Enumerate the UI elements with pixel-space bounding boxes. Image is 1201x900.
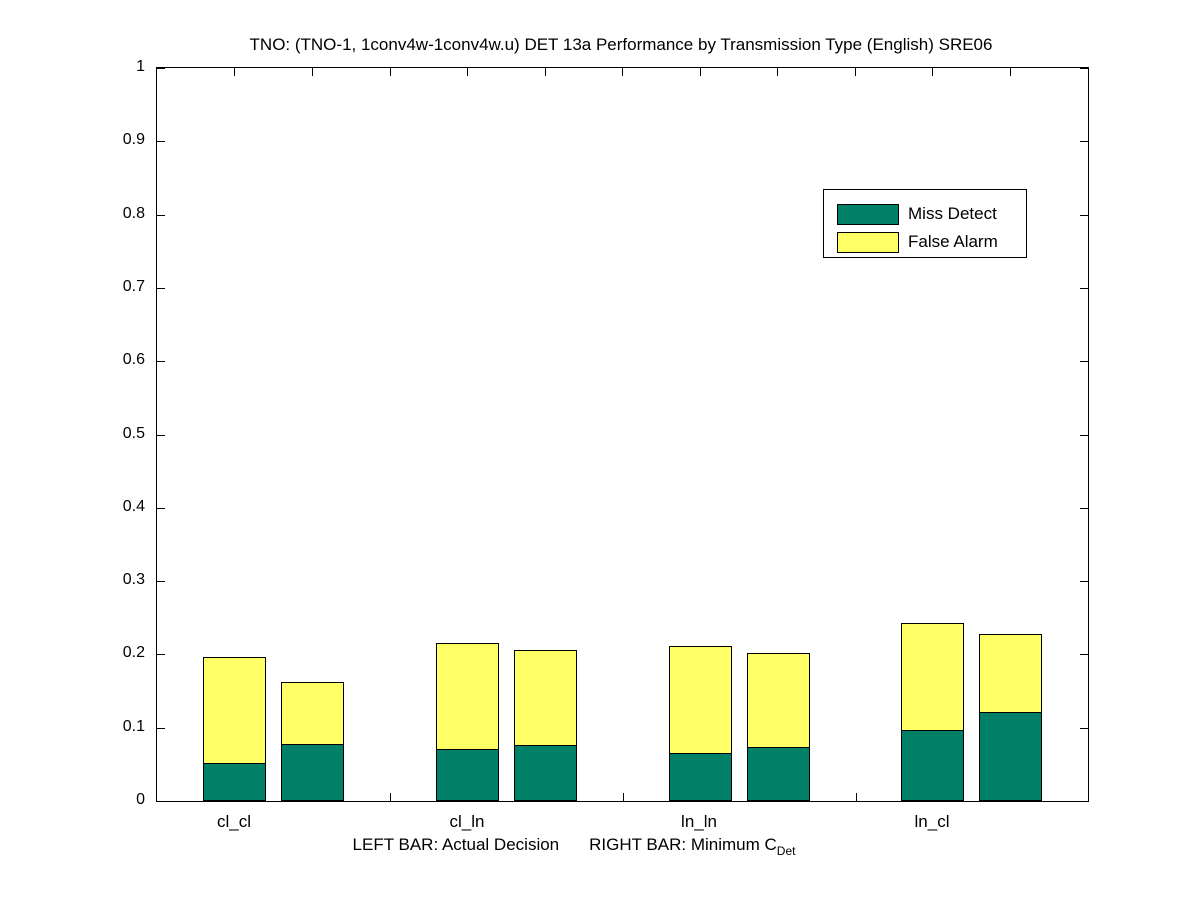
bar-miss-detect-cl_ln-actual <box>436 749 499 801</box>
x-tick-label-ln_cl: ln_cl <box>914 812 950 831</box>
x-axis-caption: LEFT BAR: Actual Decision RIGHT BAR: Mini… <box>353 835 796 858</box>
legend-label-false-alarm: False Alarm <box>908 232 998 251</box>
x-tick-top <box>1088 68 1089 76</box>
x-tick-top <box>312 68 313 76</box>
bar-miss-detect-cl_ln-minimum <box>514 745 577 801</box>
y-tick-left <box>157 435 165 436</box>
y-tick-label: 0.3 <box>122 571 145 588</box>
bar-false-alarm-ln_ln-actual <box>669 646 732 754</box>
y-tick-left <box>157 141 165 142</box>
y-tick-left <box>157 728 165 729</box>
x-tick-top <box>1010 68 1011 76</box>
y-tick-right <box>1080 654 1088 655</box>
x-tick-top <box>777 68 778 76</box>
y-tick-label: 0.6 <box>122 351 145 368</box>
y-tick-right <box>1080 288 1088 289</box>
y-tick-right <box>1080 141 1088 142</box>
bar-miss-detect-cl_cl-minimum <box>281 744 344 801</box>
x-tick-top <box>545 68 546 76</box>
right-bar-caption: RIGHT BAR: Minimum C <box>589 835 777 854</box>
x-tick-top <box>700 68 701 76</box>
x-tick-top <box>622 68 623 76</box>
y-tick-left <box>157 361 165 362</box>
bar-false-alarm-ln_cl-actual <box>901 623 964 731</box>
bar-miss-detect-ln_cl-actual <box>901 730 964 801</box>
false-alarm-swatch <box>837 231 899 253</box>
x-tick-label-ln_ln: ln_ln <box>681 812 717 831</box>
legend-item-miss-detect: Miss Detect <box>837 203 997 225</box>
y-tick-right <box>1080 68 1088 69</box>
x-tick-top <box>932 68 933 76</box>
y-tick-label: 0.5 <box>122 425 145 442</box>
plot-area <box>156 67 1089 802</box>
y-tick-label: 1 <box>136 58 145 75</box>
bar-false-alarm-cl_cl-minimum <box>281 682 344 745</box>
y-tick-label: 0.2 <box>122 644 145 661</box>
x-tick-top <box>467 68 468 76</box>
x-tick-top <box>855 68 856 76</box>
y-tick-left <box>157 68 165 69</box>
y-tick-label: 0 <box>136 791 145 808</box>
y-tick-right <box>1080 581 1088 582</box>
y-tick-label: 0.9 <box>122 131 145 148</box>
y-tick-left <box>157 581 165 582</box>
bar-false-alarm-cl_ln-actual <box>436 643 499 750</box>
miss-detect-swatch <box>837 203 899 225</box>
x-tick-bottom <box>623 793 624 801</box>
bar-miss-detect-ln_ln-actual <box>669 753 732 801</box>
bar-miss-detect-cl_cl-actual <box>203 763 266 801</box>
y-tick-label: 0.1 <box>122 718 145 735</box>
y-tick-label: 0.4 <box>122 498 145 515</box>
bar-miss-detect-ln_cl-minimum <box>979 712 1042 801</box>
y-tick-right <box>1080 801 1088 802</box>
y-tick-right <box>1080 435 1088 436</box>
y-tick-right <box>1080 728 1088 729</box>
bar-false-alarm-ln_ln-minimum <box>747 653 810 748</box>
cdet-subscript: Det <box>776 844 796 858</box>
x-tick-top <box>234 68 235 76</box>
y-tick-left <box>157 508 165 509</box>
legend-label-miss-detect: Miss Detect <box>908 204 997 223</box>
y-tick-right <box>1080 508 1088 509</box>
y-tick-label: 0.7 <box>122 278 145 295</box>
y-tick-right <box>1080 361 1088 362</box>
y-tick-left <box>157 654 165 655</box>
x-tick-bottom <box>856 793 857 801</box>
left-bar-caption: LEFT BAR: Actual Decision <box>352 835 560 854</box>
bar-false-alarm-cl_ln-minimum <box>514 650 577 746</box>
x-tick-label-cl_ln: cl_ln <box>449 812 485 831</box>
bar-false-alarm-cl_cl-actual <box>203 657 266 764</box>
bar-false-alarm-ln_cl-minimum <box>979 634 1042 713</box>
chart-title: TNO: (TNO-1, 1conv4w-1conv4w.u) DET 13a … <box>249 35 993 54</box>
x-tick-bottom <box>390 793 391 801</box>
y-tick-left <box>157 288 165 289</box>
y-tick-left <box>157 215 165 216</box>
y-tick-label: 0.8 <box>122 205 145 222</box>
bar-miss-detect-ln_ln-minimum <box>747 747 810 801</box>
x-tick-label-cl_cl: cl_cl <box>216 812 252 831</box>
y-tick-right <box>1080 215 1088 216</box>
y-tick-left <box>157 801 165 802</box>
legend-item-false-alarm: False Alarm <box>837 231 998 253</box>
legend-box: Miss Detect False Alarm <box>823 189 1027 258</box>
x-tick-top <box>390 68 391 76</box>
